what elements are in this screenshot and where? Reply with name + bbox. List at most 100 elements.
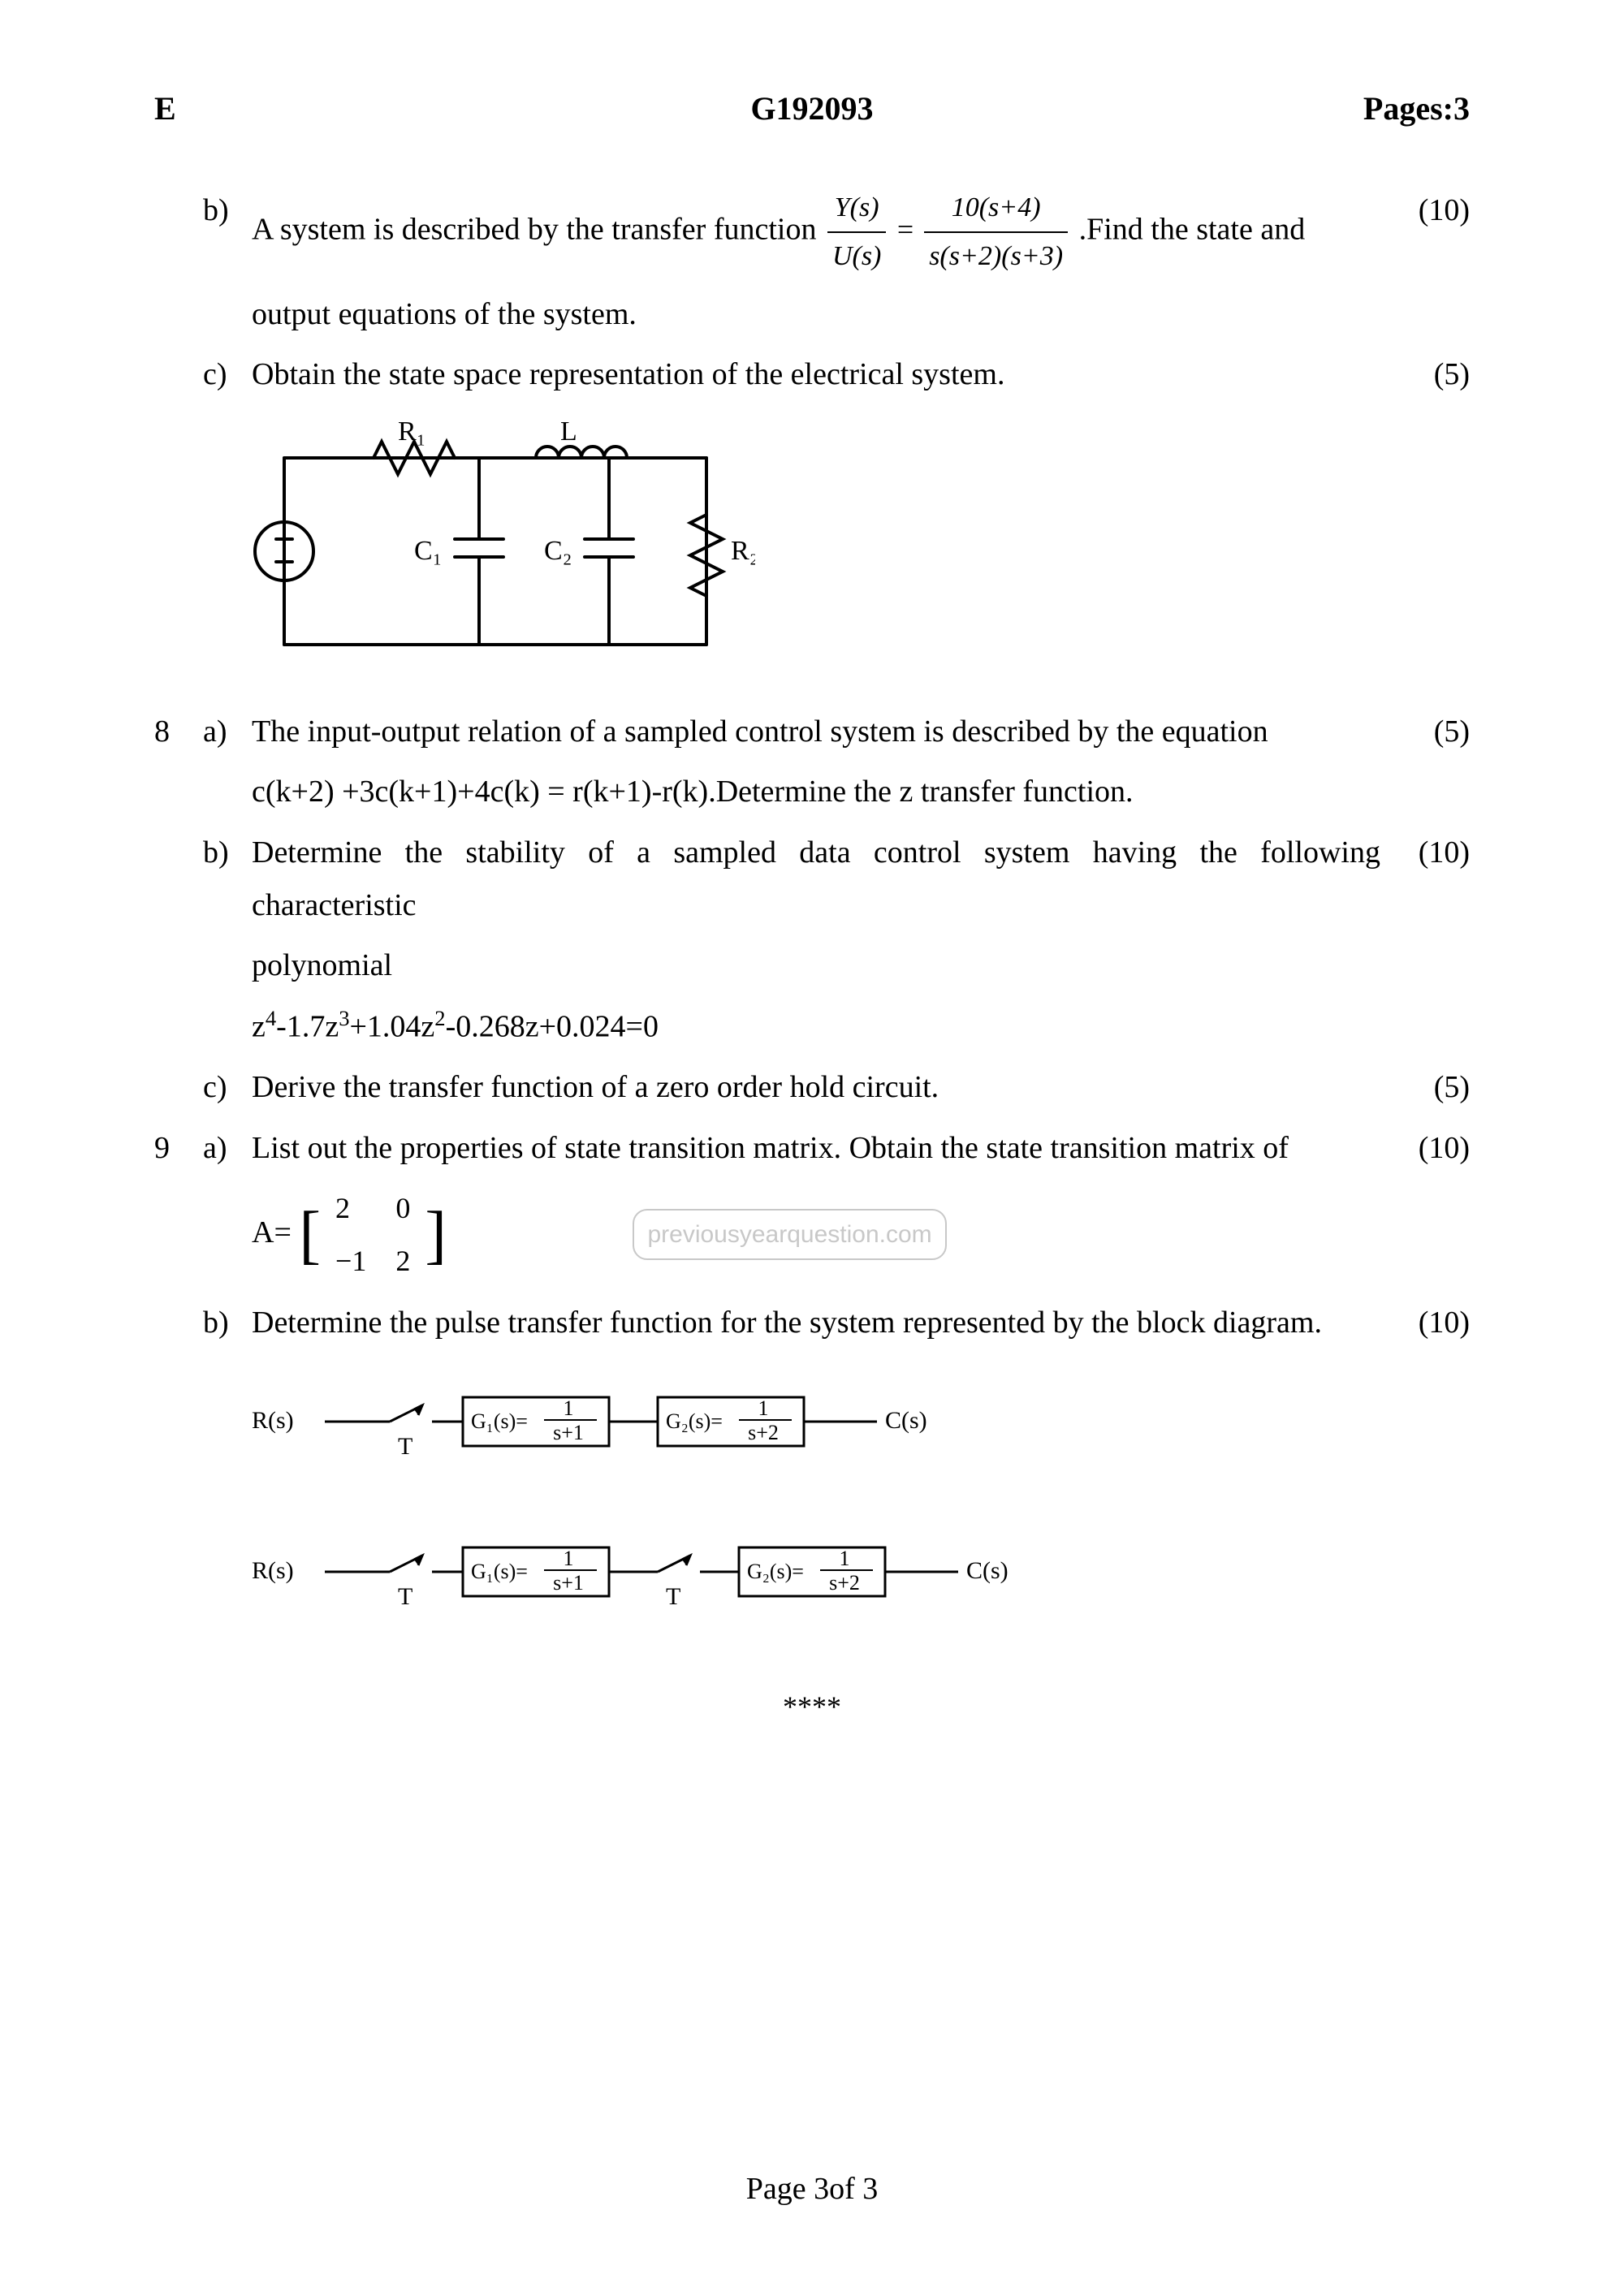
poly-p3: +1.04z bbox=[350, 1009, 435, 1043]
label-L: L bbox=[560, 417, 577, 447]
tf-text-before: A system is described by the transfer fu… bbox=[252, 213, 824, 247]
question-text: Derive the transfer function of a zero o… bbox=[252, 1061, 1380, 1114]
marks: (5) bbox=[1380, 348, 1470, 401]
subpart-label: a) bbox=[203, 706, 252, 758]
question-text: A system is described by the transfer fu… bbox=[252, 184, 1380, 280]
q9a: 9 a) List out the properties of state tr… bbox=[154, 1122, 1470, 1175]
poly-e1: 4 bbox=[266, 1006, 276, 1030]
header-left: E bbox=[154, 89, 593, 127]
bd2-G2-den: s+2 bbox=[829, 1571, 860, 1595]
question-text: List out the properties of state transit… bbox=[252, 1122, 1380, 1175]
bd1-G2-num: 1 bbox=[758, 1396, 769, 1420]
bracket-right: ] bbox=[425, 1212, 447, 1258]
q8b-polynomial-word: polynomial bbox=[252, 939, 1380, 992]
q7b-line2: output equations of the system. bbox=[154, 288, 1470, 341]
poly-p4: -0.268z+0.024=0 bbox=[446, 1009, 659, 1043]
bd1-G1-den: s+1 bbox=[553, 1421, 584, 1444]
poly-p1: z bbox=[252, 1009, 266, 1043]
block-diagram-2: R(s) T T C(s) G₁(s)= 1 s+1 G₂(s)= 1 s+2 bbox=[252, 1531, 1047, 1629]
bd2-T2: T bbox=[666, 1583, 680, 1610]
tf-lhs-den: U(s) bbox=[827, 233, 886, 280]
poly-e2: 3 bbox=[339, 1006, 349, 1030]
bd2-G1-label: G₁(s)= bbox=[471, 1560, 528, 1583]
q8b-line2: polynomial bbox=[154, 939, 1470, 992]
q8b-poly: z4-1.7z3+1.04z2-0.268z+0.024=0 bbox=[154, 1000, 1470, 1053]
exam-page: E G192093 Pages:3 b) A system is describ… bbox=[0, 0, 1624, 2296]
q7c: c) Obtain the state space representation… bbox=[154, 348, 1470, 401]
bd2-Rs: R(s) bbox=[252, 1557, 294, 1584]
q7b-second-line: output equations of the system. bbox=[252, 288, 1380, 341]
q7b: b) A system is described by the transfer… bbox=[154, 184, 1470, 280]
marks: (10) bbox=[1380, 1297, 1470, 1349]
label-R1: R₁ bbox=[398, 417, 426, 447]
end-marker: **** bbox=[154, 1690, 1470, 1724]
label-e: e bbox=[252, 532, 253, 572]
bd1-Rs: R(s) bbox=[252, 1407, 294, 1434]
q9b: b) Determine the pulse transfer function… bbox=[154, 1297, 1470, 1349]
matrix-container: A= [ 2 0 −1 2 ] previousyearquestion.com bbox=[252, 1182, 1380, 1288]
marks: (10) bbox=[1380, 1122, 1470, 1175]
subpart-label: a) bbox=[203, 1122, 252, 1175]
marks: (5) bbox=[1380, 1061, 1470, 1114]
marks: (10) bbox=[1380, 184, 1470, 237]
bd1-G2-den: s+2 bbox=[748, 1421, 779, 1444]
poly-e3: 2 bbox=[434, 1006, 445, 1030]
subpart-label: c) bbox=[203, 348, 252, 401]
bd2-G1-num: 1 bbox=[564, 1547, 574, 1570]
tf-eq: = bbox=[897, 214, 921, 246]
question-text: Determine the pulse transfer function fo… bbox=[252, 1297, 1380, 1349]
bd1-T: T bbox=[398, 1433, 412, 1460]
m-r2c2: 2 bbox=[381, 1235, 425, 1288]
bracket-left: [ bbox=[299, 1212, 321, 1258]
header-right: Pages:3 bbox=[1031, 89, 1470, 127]
bd2-Cs: C(s) bbox=[966, 1557, 1009, 1584]
question-text: Obtain the state space representation of… bbox=[252, 348, 1380, 401]
matrix-table: 2 0 −1 2 bbox=[321, 1182, 425, 1288]
bd1-G1-num: 1 bbox=[564, 1396, 574, 1420]
bd2-G2-label: G₂(s)= bbox=[747, 1560, 804, 1583]
bd2-G2-num: 1 bbox=[840, 1547, 850, 1570]
matrix-label: A= bbox=[252, 1215, 292, 1249]
tf-rhs-den: s(s+2)(s+3) bbox=[924, 233, 1068, 280]
m-r2c1: −1 bbox=[321, 1235, 381, 1288]
subpart-label: c) bbox=[203, 1061, 252, 1114]
subpart-label: b) bbox=[203, 826, 252, 879]
matrix-A: [ 2 0 −1 2 ] bbox=[299, 1182, 447, 1288]
q8c: c) Derive the transfer function of a zer… bbox=[154, 1061, 1470, 1114]
bd1-Cs: C(s) bbox=[885, 1407, 927, 1434]
tf-rhs: 10(s+4) s(s+2)(s+3) bbox=[924, 184, 1068, 280]
block-diagram-1: R(s) T C(s) G₁(s)= 1 s+1 G₂(s)= 1 s+2 bbox=[252, 1381, 983, 1478]
subpart-label: b) bbox=[203, 1297, 252, 1349]
bd2-T: T bbox=[398, 1583, 412, 1610]
tf-text-after: .Find the state and bbox=[1079, 213, 1306, 247]
page-header: E G192093 Pages:3 bbox=[154, 89, 1470, 127]
bd1-G1-label: G₁(s)= bbox=[471, 1409, 528, 1433]
bd2-G1-den: s+1 bbox=[553, 1571, 584, 1595]
label-C2: C₂ bbox=[544, 536, 572, 566]
q8b: b) Determine the stability of a sampled … bbox=[154, 826, 1470, 931]
tf-rhs-num: 10(s+4) bbox=[924, 184, 1068, 233]
q8a-eq: c(k+2) +3c(k+1)+4c(k) = r(k+1)-r(k).Dete… bbox=[252, 766, 1380, 818]
marks: (10) bbox=[1380, 826, 1470, 879]
question-text: Determine the stability of a sampled dat… bbox=[252, 826, 1380, 931]
tf-lhs-num: Y(s) bbox=[827, 184, 886, 233]
label-C1: C₁ bbox=[414, 536, 443, 566]
q8a: 8 a) The input-output relation of a samp… bbox=[154, 706, 1470, 758]
q-number: 9 bbox=[154, 1122, 203, 1175]
poly-p2: -1.7z bbox=[276, 1009, 339, 1043]
circuit-diagram: R₁ L C₁ C₂ R₂ e bbox=[252, 417, 755, 677]
tf-lhs: Y(s) U(s) bbox=[827, 184, 886, 280]
bd1-G2-label: G₂(s)= bbox=[666, 1409, 723, 1433]
m-r1c1: 2 bbox=[321, 1182, 381, 1235]
watermark: previousyearquestion.com bbox=[633, 1209, 946, 1260]
q-number: 8 bbox=[154, 706, 203, 758]
header-center: G192093 bbox=[593, 89, 1031, 127]
q8b-poly-expr: z4-1.7z3+1.04z2-0.268z+0.024=0 bbox=[252, 1000, 1380, 1053]
page-footer: Page 3of 3 bbox=[0, 2171, 1624, 2207]
m-r1c2: 0 bbox=[381, 1182, 425, 1235]
subpart-label: b) bbox=[203, 184, 252, 237]
q8a-line2: c(k+2) +3c(k+1)+4c(k) = r(k+1)-r(k).Dete… bbox=[154, 766, 1470, 818]
question-text: The input-output relation of a sampled c… bbox=[252, 706, 1380, 758]
marks: (5) bbox=[1380, 706, 1470, 758]
q9a-matrix-row: A= [ 2 0 −1 2 ] previousyearquestion.com bbox=[154, 1182, 1470, 1288]
